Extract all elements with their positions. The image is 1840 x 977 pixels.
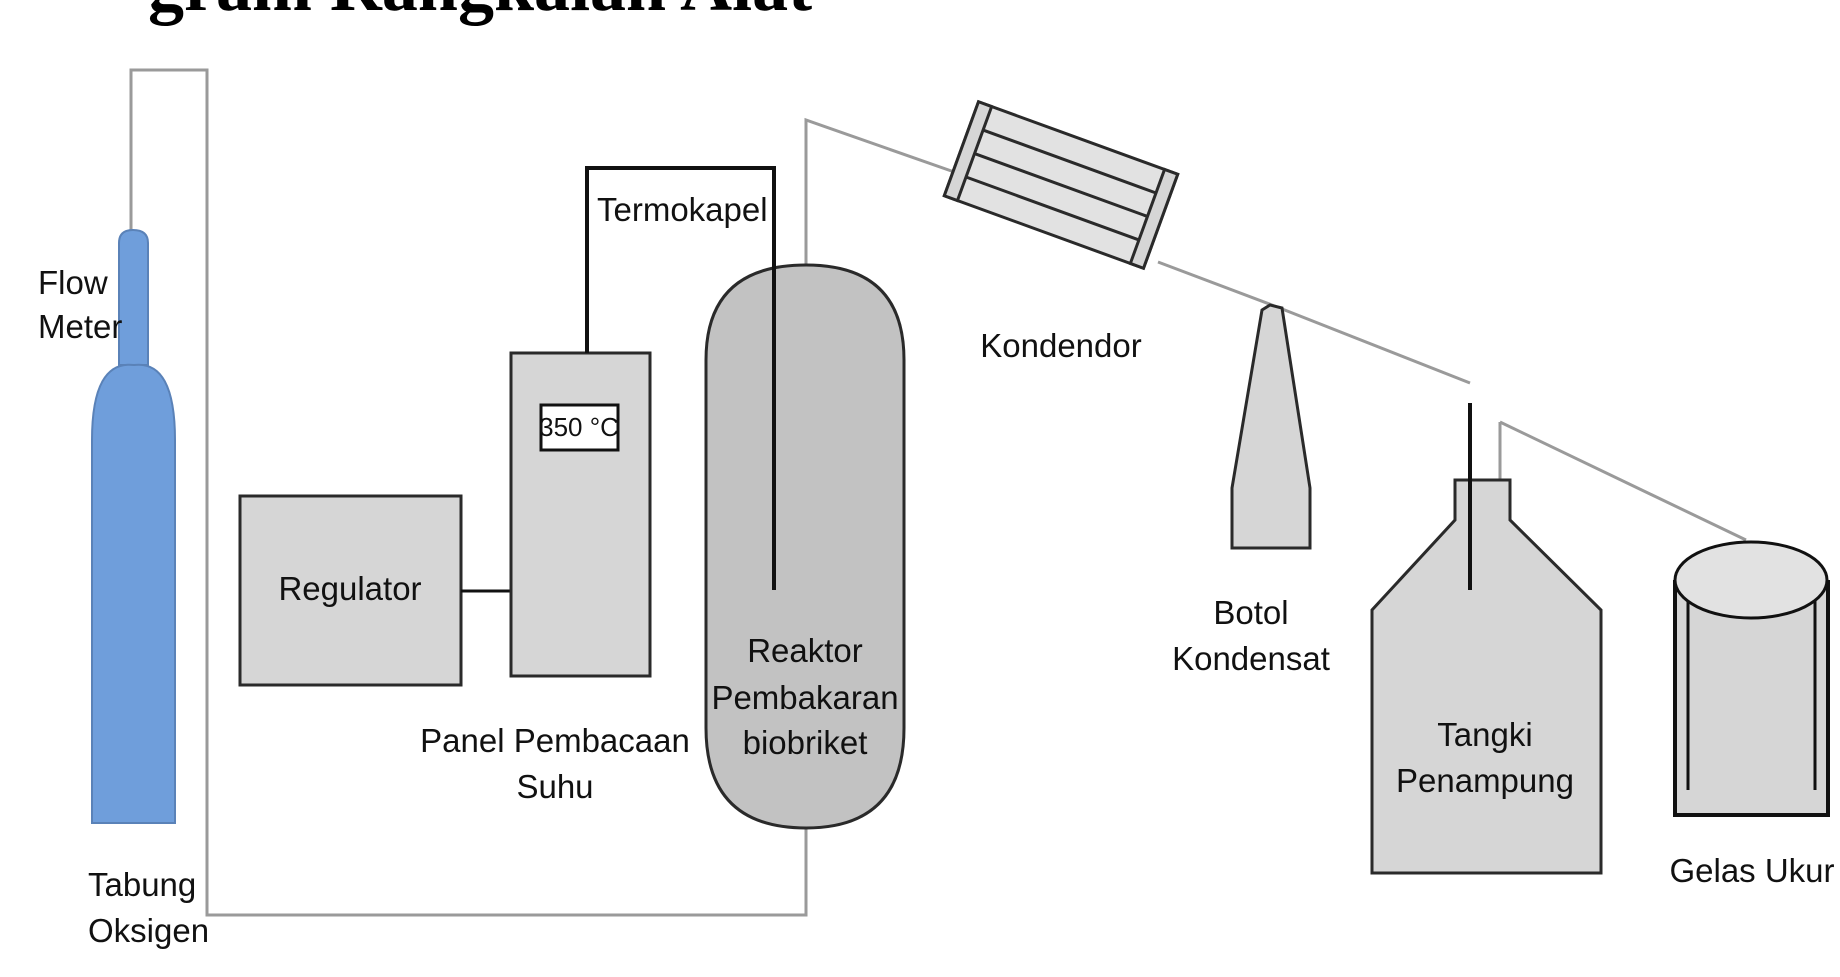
reaktor-label-line2: Pembakaran	[711, 679, 898, 716]
tank-to-beaker-pipe	[1499, 420, 1747, 542]
temperature-display	[539, 403, 620, 452]
temperature-panel	[509, 351, 652, 678]
panel-label-line2: Suhu	[516, 768, 593, 805]
tabung-label-line1: Tabung	[88, 866, 196, 903]
reaktor-label-line1: Reaktor	[747, 632, 863, 669]
botol-label-line1: Botol	[1213, 594, 1288, 631]
regulator	[238, 494, 511, 687]
diagram-heading: gram Rangkaian Alat	[148, 0, 812, 26]
tabung-label-line2: Oksigen	[88, 912, 209, 949]
reactor-outlet-pipe	[804, 117, 961, 330]
measuring-beaker	[1673, 540, 1830, 817]
oxygen-supply-pipe	[129, 68, 808, 917]
flow-meter-label-line2: Meter	[38, 308, 122, 345]
tangki-label-line1: Tangki	[1437, 716, 1532, 753]
bottle-to-tank-pipe	[1271, 303, 1471, 385]
flow-meter-label-line1: Flow	[38, 264, 108, 301]
condenser	[942, 99, 1180, 271]
cylinder-body	[91, 363, 176, 824]
thermocouple-wire	[585, 166, 776, 590]
gelas-label: Gelas Ukur	[1669, 852, 1834, 889]
kondensor-label: Kondendor	[980, 327, 1141, 364]
panel-label-line1: Panel Pembacaan	[420, 722, 690, 759]
condensate-bottle	[1230, 303, 1312, 550]
condenser-to-bottle-pipe	[1157, 260, 1273, 307]
temperature-display-value: 350 °C	[539, 412, 619, 442]
regulator-label: Regulator	[278, 570, 421, 607]
reactor	[704, 263, 906, 830]
tangki-label-line2: Penampung	[1396, 762, 1574, 799]
storage-tank	[1370, 403, 1603, 875]
flow-meter-body	[118, 228, 149, 366]
reaktor-label-line3: biobriket	[743, 724, 868, 761]
termokapel-label: Termokapel	[597, 191, 768, 228]
oxygen-cylinder	[91, 228, 176, 824]
botol-label-line2: Kondensat	[1172, 640, 1330, 677]
